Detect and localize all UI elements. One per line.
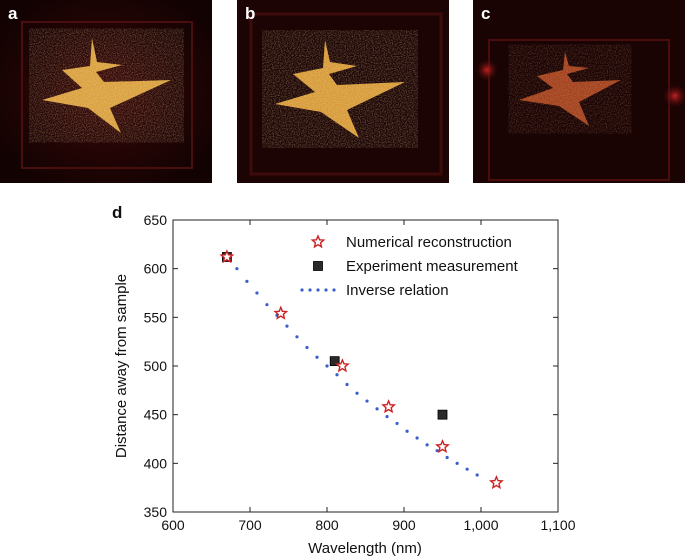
dot-point bbox=[325, 364, 329, 368]
legend-marker-dot bbox=[308, 288, 312, 292]
dot-point bbox=[255, 291, 259, 295]
panel-label-d: d bbox=[112, 203, 122, 222]
x-tick-label: 700 bbox=[238, 517, 262, 533]
airplane-shape bbox=[275, 40, 405, 138]
dot-point bbox=[345, 382, 349, 387]
y-tick-label: 550 bbox=[144, 309, 168, 325]
panel-label-c: c bbox=[481, 4, 491, 23]
square-point bbox=[437, 409, 448, 420]
dot-point bbox=[335, 373, 339, 377]
square-point bbox=[329, 356, 340, 367]
dot-point bbox=[405, 429, 409, 433]
dot-point bbox=[365, 399, 369, 403]
dot-point bbox=[425, 443, 429, 447]
dot-point bbox=[295, 335, 299, 339]
y-tick-label: 400 bbox=[144, 455, 168, 471]
x-tick-label: 1,000 bbox=[463, 517, 498, 533]
y-axis: 350 400 450 500 550 600 650 bbox=[144, 212, 558, 520]
star-point bbox=[488, 474, 504, 490]
legend-marker-dot bbox=[300, 288, 304, 292]
legend-label: Experiment measurement bbox=[346, 258, 519, 275]
dot-point bbox=[395, 421, 399, 426]
dot-point bbox=[435, 449, 439, 453]
x-tick-label: 900 bbox=[392, 517, 416, 533]
legend-marker-dot bbox=[332, 288, 336, 292]
airplane-shape bbox=[42, 38, 171, 133]
legend-item: Inverse relation bbox=[300, 282, 449, 299]
x-tick-label: 800 bbox=[315, 517, 339, 533]
panel-c: c bbox=[473, 0, 685, 183]
star-point bbox=[381, 399, 397, 414]
star-point bbox=[219, 249, 235, 264]
panel-a: a bbox=[0, 0, 212, 183]
legend-label: Inverse relation bbox=[346, 282, 449, 299]
panel-b-image bbox=[237, 0, 449, 183]
data-series bbox=[219, 249, 504, 490]
dot-point bbox=[385, 415, 389, 419]
legend-label: Numerical reconstruction bbox=[346, 234, 512, 251]
dot-point bbox=[475, 473, 479, 477]
panel-a-image bbox=[0, 0, 212, 183]
legend: Numerical reconstruction Experiment measu… bbox=[300, 234, 519, 299]
dot-point bbox=[245, 279, 249, 283]
star-point bbox=[435, 438, 450, 454]
legend-marker-dot bbox=[316, 288, 320, 292]
wavelength-distance-chart: d 350 400 450 500 550 600 650 600 700 800 900 1,00… bbox=[112, 203, 576, 557]
panel-label-a: a bbox=[8, 4, 18, 23]
legend-item: Experiment measurement bbox=[313, 258, 519, 275]
star-point bbox=[273, 305, 289, 320]
y-tick-label: 600 bbox=[144, 261, 168, 277]
dot-point bbox=[355, 391, 359, 395]
y-tick-label: 650 bbox=[144, 212, 168, 228]
dot-point bbox=[375, 407, 379, 411]
x-tick-label: 600 bbox=[161, 517, 185, 533]
y-tick-label: 350 bbox=[144, 504, 168, 520]
legend-item: Numerical reconstruction bbox=[310, 234, 512, 251]
x-tick-label: 1,100 bbox=[540, 517, 575, 533]
y-axis-label: Distance away from sample bbox=[113, 274, 130, 458]
x-axis: 600 700 800 900 1,000 1,100 bbox=[161, 220, 576, 533]
dot-point bbox=[445, 455, 449, 460]
dot-point bbox=[455, 461, 459, 465]
star-point bbox=[334, 358, 350, 373]
series-star bbox=[219, 249, 504, 490]
panel-b: b bbox=[237, 0, 449, 183]
panel-c-image bbox=[473, 0, 685, 183]
legend-marker-star bbox=[310, 234, 326, 249]
y-tick-label: 450 bbox=[144, 407, 168, 423]
dot-point bbox=[235, 267, 239, 271]
dot-point bbox=[265, 303, 269, 307]
airplane-shape bbox=[519, 52, 621, 126]
dot-point bbox=[465, 467, 469, 471]
dot-point bbox=[415, 436, 419, 440]
legend-marker-square bbox=[313, 261, 323, 271]
y-tick-label: 500 bbox=[144, 358, 168, 374]
legend-marker-dot bbox=[324, 288, 328, 292]
dot-point bbox=[305, 345, 309, 350]
dot-point bbox=[315, 355, 319, 359]
dot-point bbox=[285, 324, 289, 328]
x-axis-label: Wavelength (nm) bbox=[308, 540, 422, 557]
panel-label-b: b bbox=[245, 4, 256, 23]
